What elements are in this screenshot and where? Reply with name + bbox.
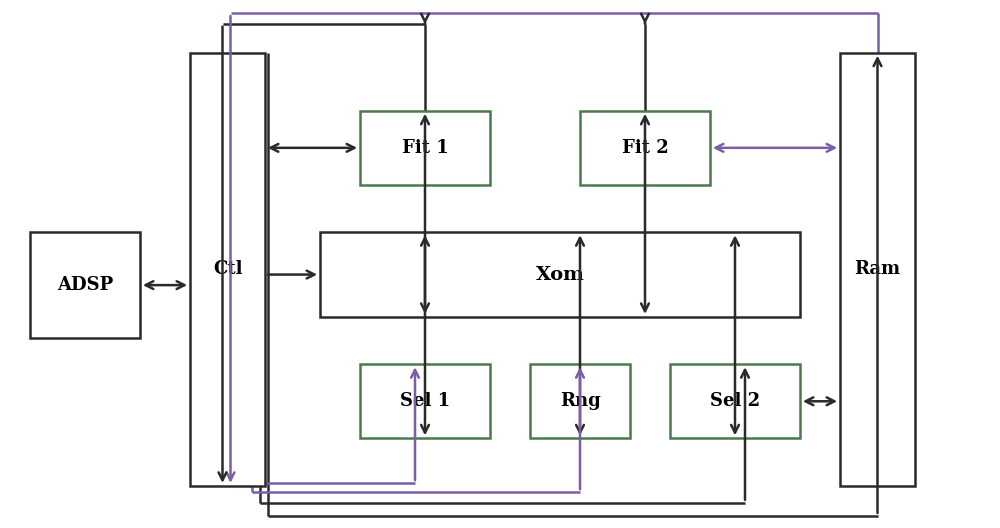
Bar	[840, 53, 915, 486]
Text: Ram: Ram	[854, 260, 901, 278]
Bar	[580, 111, 710, 185]
Text: Fit 2: Fit 2	[622, 139, 668, 157]
Text: Sel 2: Sel 2	[710, 392, 760, 410]
Text: Xom: Xom	[536, 266, 584, 284]
Bar	[30, 232, 140, 338]
Bar	[530, 364, 630, 438]
Text: Rng: Rng	[560, 392, 600, 410]
Bar	[320, 232, 800, 317]
Text: Ctl: Ctl	[213, 260, 242, 278]
Text: Fit 1: Fit 1	[402, 139, 448, 157]
Bar	[360, 364, 490, 438]
Bar	[670, 364, 800, 438]
Text: Sel 1: Sel 1	[400, 392, 450, 410]
Bar	[360, 111, 490, 185]
Text: ADSP: ADSP	[57, 276, 113, 294]
Bar	[190, 53, 265, 486]
